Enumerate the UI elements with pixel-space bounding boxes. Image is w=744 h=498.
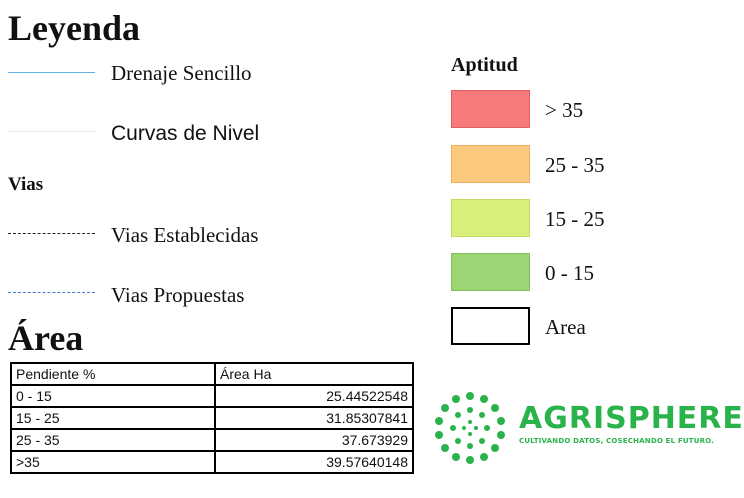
table-cell: 31.85307841 xyxy=(214,406,414,430)
table-cell: 25 - 35 xyxy=(10,428,216,452)
brand-name: AGRISPHERE xyxy=(519,401,744,436)
contour-label: Curvas de Nivel xyxy=(111,122,260,145)
aptitud-title: Aptitud xyxy=(451,54,518,76)
aptitud-swatch-area xyxy=(451,307,530,345)
table-row: 15 - 25 31.85307841 xyxy=(10,406,414,430)
aptitud-label-15-25: 15 - 25 xyxy=(545,207,605,231)
legend-title: Leyenda xyxy=(8,8,141,48)
aptitud-label-25-35: 25 - 35 xyxy=(545,153,605,177)
aptitud-label-gt35: > 35 xyxy=(545,98,584,122)
aptitud-swatch-gt35 xyxy=(451,90,530,128)
roads-heading: Vias xyxy=(8,174,44,195)
aptitud-label-0-15: 0 - 15 xyxy=(545,261,594,285)
drainage-line-symbol xyxy=(8,72,95,73)
table-header-cell: Área Ha xyxy=(214,362,414,386)
contour-line-symbol xyxy=(8,131,95,132)
table-row: 25 - 35 37.673929 xyxy=(10,428,414,452)
aptitud-swatch-15-25 xyxy=(451,199,530,237)
table-cell: 15 - 25 xyxy=(10,406,216,430)
table-cell: >35 xyxy=(10,450,216,474)
aptitud-swatch-25-35 xyxy=(451,145,530,183)
table-row: 0 - 15 25.44522548 xyxy=(10,384,414,408)
road-established-symbol xyxy=(8,233,95,234)
brand-tagline: CULTIVANDO DATOS, COSECHANDO EL FUTURO. xyxy=(519,437,715,445)
table-cell: 25.44522548 xyxy=(214,384,414,408)
table-cell: 39.57640148 xyxy=(214,450,414,474)
area-table: Pendiente % Área Ha 0 - 15 25.44522548 1… xyxy=(10,362,414,474)
aptitud-label-area: Area xyxy=(545,315,586,339)
road-proposed-symbol xyxy=(8,292,95,293)
table-row: >35 39.57640148 xyxy=(10,450,414,474)
drainage-label: Drenaje Sencillo xyxy=(111,61,252,85)
area-title: Área xyxy=(8,318,84,358)
table-header-row: Pendiente % Área Ha xyxy=(10,362,414,386)
agrisphere-logo-icon xyxy=(435,392,505,464)
road-proposed-label: Vias Propuestas xyxy=(111,283,245,307)
table-header-cell: Pendiente % xyxy=(10,362,216,386)
road-established-label: Vias Establecidas xyxy=(111,223,259,247)
table-cell: 37.673929 xyxy=(214,428,414,452)
aptitud-swatch-0-15 xyxy=(451,253,530,291)
table-cell: 0 - 15 xyxy=(10,384,216,408)
